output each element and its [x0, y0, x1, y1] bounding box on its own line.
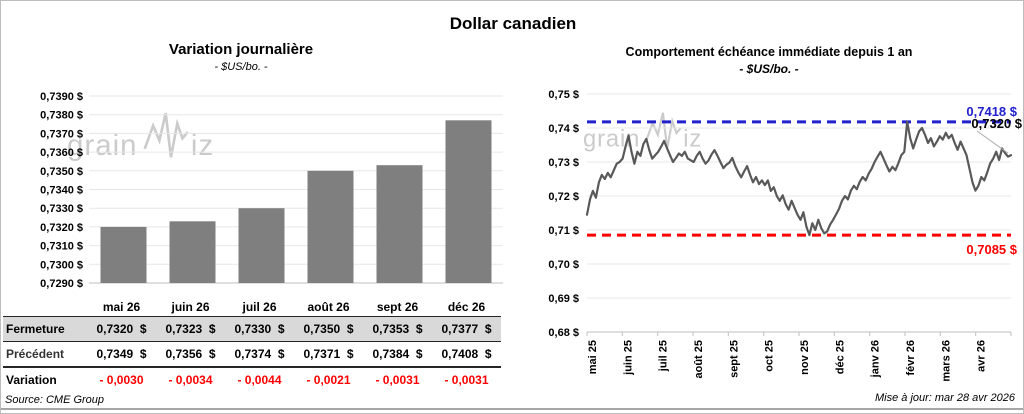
table-cell: 0,7330 $ [234, 322, 285, 336]
bar [100, 226, 147, 283]
table-col-header: déc 26 [447, 300, 486, 314]
table-cell: 0,7377 $ [441, 322, 492, 336]
x-axis-tick-label: déc 25 [834, 340, 846, 374]
table-header-row: mai 26 juin 26 juil 26 août 26 sept 26 déc 26 [3, 297, 501, 317]
min-value-label: 0,7085 $ [966, 242, 1017, 257]
table-cell: - 0,0034 [168, 373, 213, 387]
y-axis-tick-label: 0,7300 $ [40, 259, 83, 271]
y-axis-tick-label: 0,73 $ [548, 157, 579, 169]
bar [376, 165, 423, 283]
y-axis-tick-label: 0,7380 $ [40, 110, 83, 122]
table-col-header: juin 26 [171, 300, 210, 314]
left-chart-title: Variation journalière [168, 41, 314, 58]
table-cell: - 0,0031 [444, 373, 489, 387]
last-value-leader-line [976, 130, 1009, 154]
x-axis-tick-label: oct 25 [764, 340, 776, 372]
bar [307, 170, 354, 283]
table-row: Fermeture 0,7320 $ 0,7323 $ 0,7330 $ 0,7350 … [3, 316, 501, 342]
table-cell: 0,7320 $ [96, 322, 147, 336]
table-cell: - 0,0031 [375, 373, 420, 387]
y-axis-tick-label: 0,7390 $ [40, 91, 83, 103]
y-axis-tick-label: 0,69 $ [548, 293, 579, 305]
table-cell: 0,7356 $ [165, 347, 216, 361]
source-note: Source: CME Group [5, 394, 105, 406]
table-corner-cell [3, 297, 87, 317]
table-cell: 0,7350 $ [303, 322, 354, 336]
x-axis-tick-label: août 25 [693, 340, 705, 379]
table-cell: 0,7374 $ [234, 347, 285, 361]
y-axis-tick-label: 0,71 $ [548, 225, 579, 237]
table-cell: - 0,0021 [306, 373, 351, 387]
x-axis-tick-label: sept 25 [728, 340, 740, 378]
table-col-header: sept 26 [376, 300, 419, 314]
table-col-header: juil 26 [242, 300, 277, 314]
y-axis-tick-label: 0,75 $ [548, 89, 579, 101]
left-chart-unit: - $US/bo. - [214, 61, 268, 73]
page-title: Dollar canadien [449, 14, 577, 33]
x-axis-tick-label: mai 25 [587, 340, 599, 374]
y-axis-tick-label: 0,7350 $ [40, 166, 83, 178]
price-line [585, 120, 1013, 237]
y-axis-tick-label: 0,72 $ [548, 191, 579, 203]
y-axis-tick-label: 0,7330 $ [40, 203, 83, 215]
x-axis-tick-label: janv 26 [870, 340, 882, 378]
y-axis-tick-label: 0,68 $ [548, 327, 579, 339]
table-cell: 0,7323 $ [165, 322, 216, 336]
x-axis-tick-label: avr 26 [976, 340, 988, 372]
table-cell: - 0,0044 [237, 373, 282, 387]
y-axis-tick-label: 0,7370 $ [40, 128, 83, 140]
one-year-line-chart: 0,75 $ 0,74 $ 0,73 $ 0,72 $ 0,71 $ 0,70 $ 0,69… [548, 89, 1022, 382]
table-row: Variation - 0,0030 - 0,0034 - 0,0044 - 0,002… [3, 367, 501, 392]
y-axis-tick-label: 0,7360 $ [40, 147, 83, 159]
last-value-label: 0,7320 $ [971, 116, 1022, 131]
table-cell: - 0,0030 [99, 373, 144, 387]
x-axis-tick-label: mars 26 [940, 340, 952, 382]
table-cell: 0,7349 $ [96, 347, 147, 361]
table-cell: 0,7353 $ [372, 322, 423, 336]
table-cell: 0,7408 $ [441, 347, 492, 361]
quotes-table: mai 26 juin 26 juil 26 août 26 sept 26 déc 26… [3, 297, 501, 392]
right-chart-unit: - $US/bo. - [739, 62, 799, 76]
table-row: Précédent 0,7349 $ 0,7356 $ 0,7374 $ 0,7371 … [3, 342, 501, 367]
y-axis-tick-label: 0,74 $ [548, 123, 579, 135]
daily-variation-bar-chart: 0,7390 $ 0,7380 $ 0,7370 $ 0,7360 $ 0,7350 $… [40, 91, 503, 290]
x-axis-tick-label: nov 25 [799, 340, 811, 375]
right-chart-title: Comportement échéance immédiate depuis 1… [625, 45, 913, 59]
x-axis-tick-label: févr 26 [905, 340, 917, 375]
bar [445, 120, 492, 283]
y-axis-tick-label: 0,7310 $ [40, 241, 83, 253]
bar [169, 221, 216, 283]
table-cell: 0,7371 $ [303, 347, 354, 361]
bar [238, 208, 285, 283]
x-axis-tick-label: juil 25 [658, 340, 670, 372]
max-value-label: 0,7418 $ [966, 104, 1017, 119]
updated-note: Mise à jour: mar 28 avr 2026 [874, 392, 1015, 404]
table-cell: 0,7384 $ [372, 347, 423, 361]
bottom-divider [1, 408, 1023, 410]
y-axis-tick-label: 0,7320 $ [40, 222, 83, 234]
table-col-header: mai 26 [102, 300, 141, 314]
y-axis-tick-label: 0,7290 $ [40, 278, 83, 290]
y-axis-tick-label: 0,7340 $ [40, 185, 83, 197]
y-axis-tick-label: 0,70 $ [548, 259, 579, 271]
row-label: Précédent [6, 347, 65, 361]
row-label: Variation [6, 373, 57, 387]
table-col-header: août 26 [307, 300, 350, 314]
row-label: Fermeture [6, 322, 65, 336]
x-axis-tick-label: juin 25 [622, 340, 634, 376]
